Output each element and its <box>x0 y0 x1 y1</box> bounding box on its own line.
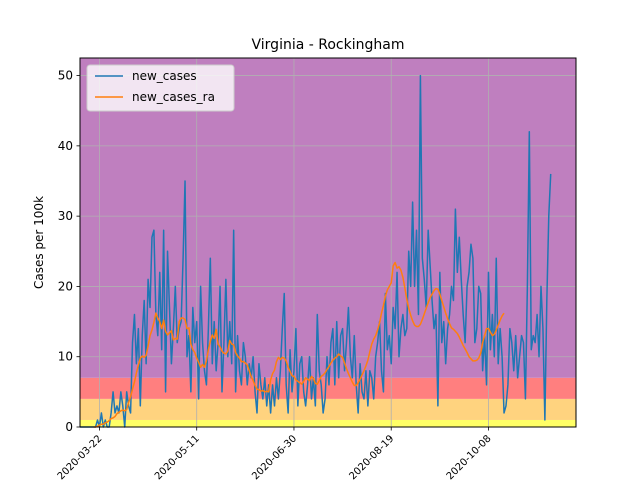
x-tick-label-3: 2020-08-19 <box>347 433 396 480</box>
y-axis: 0 10 20 30 40 50 <box>58 69 80 434</box>
x-tick-label-2: 2020-06-30 <box>250 433 299 480</box>
x-tick-label-4: 2020-10-08 <box>445 433 494 480</box>
x-tick-label-1: 2020-05-11 <box>153 433 202 480</box>
series-line-new-cases <box>80 74 552 428</box>
legend: new_cases new_cases_ra <box>86 64 235 112</box>
y-tick-label-30: 30 <box>58 209 73 223</box>
x-axis: 2020-03-22 2020-05-11 2020-06-30 2020-08-19… <box>56 427 494 482</box>
threshold-band-2 <box>80 377 576 399</box>
plot-frame <box>79 57 577 428</box>
y-tick-label-50: 50 <box>58 69 73 83</box>
series-lines <box>80 74 552 428</box>
threshold-band-1 <box>80 398 576 420</box>
x-tick-label-0: 2020-03-22 <box>56 433 105 480</box>
grid-lines <box>80 58 576 428</box>
y-tick-label-10: 10 <box>58 350 73 364</box>
legend-label-new-cases-ra: new_cases_ra <box>132 90 215 104</box>
legend-box <box>86 64 235 112</box>
series-line-new-cases-ra <box>93 261 505 428</box>
y-tick-label-40: 40 <box>58 139 73 153</box>
chart-title: Virginia - Rockingham <box>252 37 405 53</box>
threshold-band-0 <box>80 419 576 427</box>
y-tick-label-0: 0 <box>65 420 73 434</box>
y-axis-label: Cases per 100k <box>32 196 46 289</box>
y-tick-label-20: 20 <box>58 279 73 293</box>
legend-label-new-cases: new_cases <box>132 69 197 83</box>
